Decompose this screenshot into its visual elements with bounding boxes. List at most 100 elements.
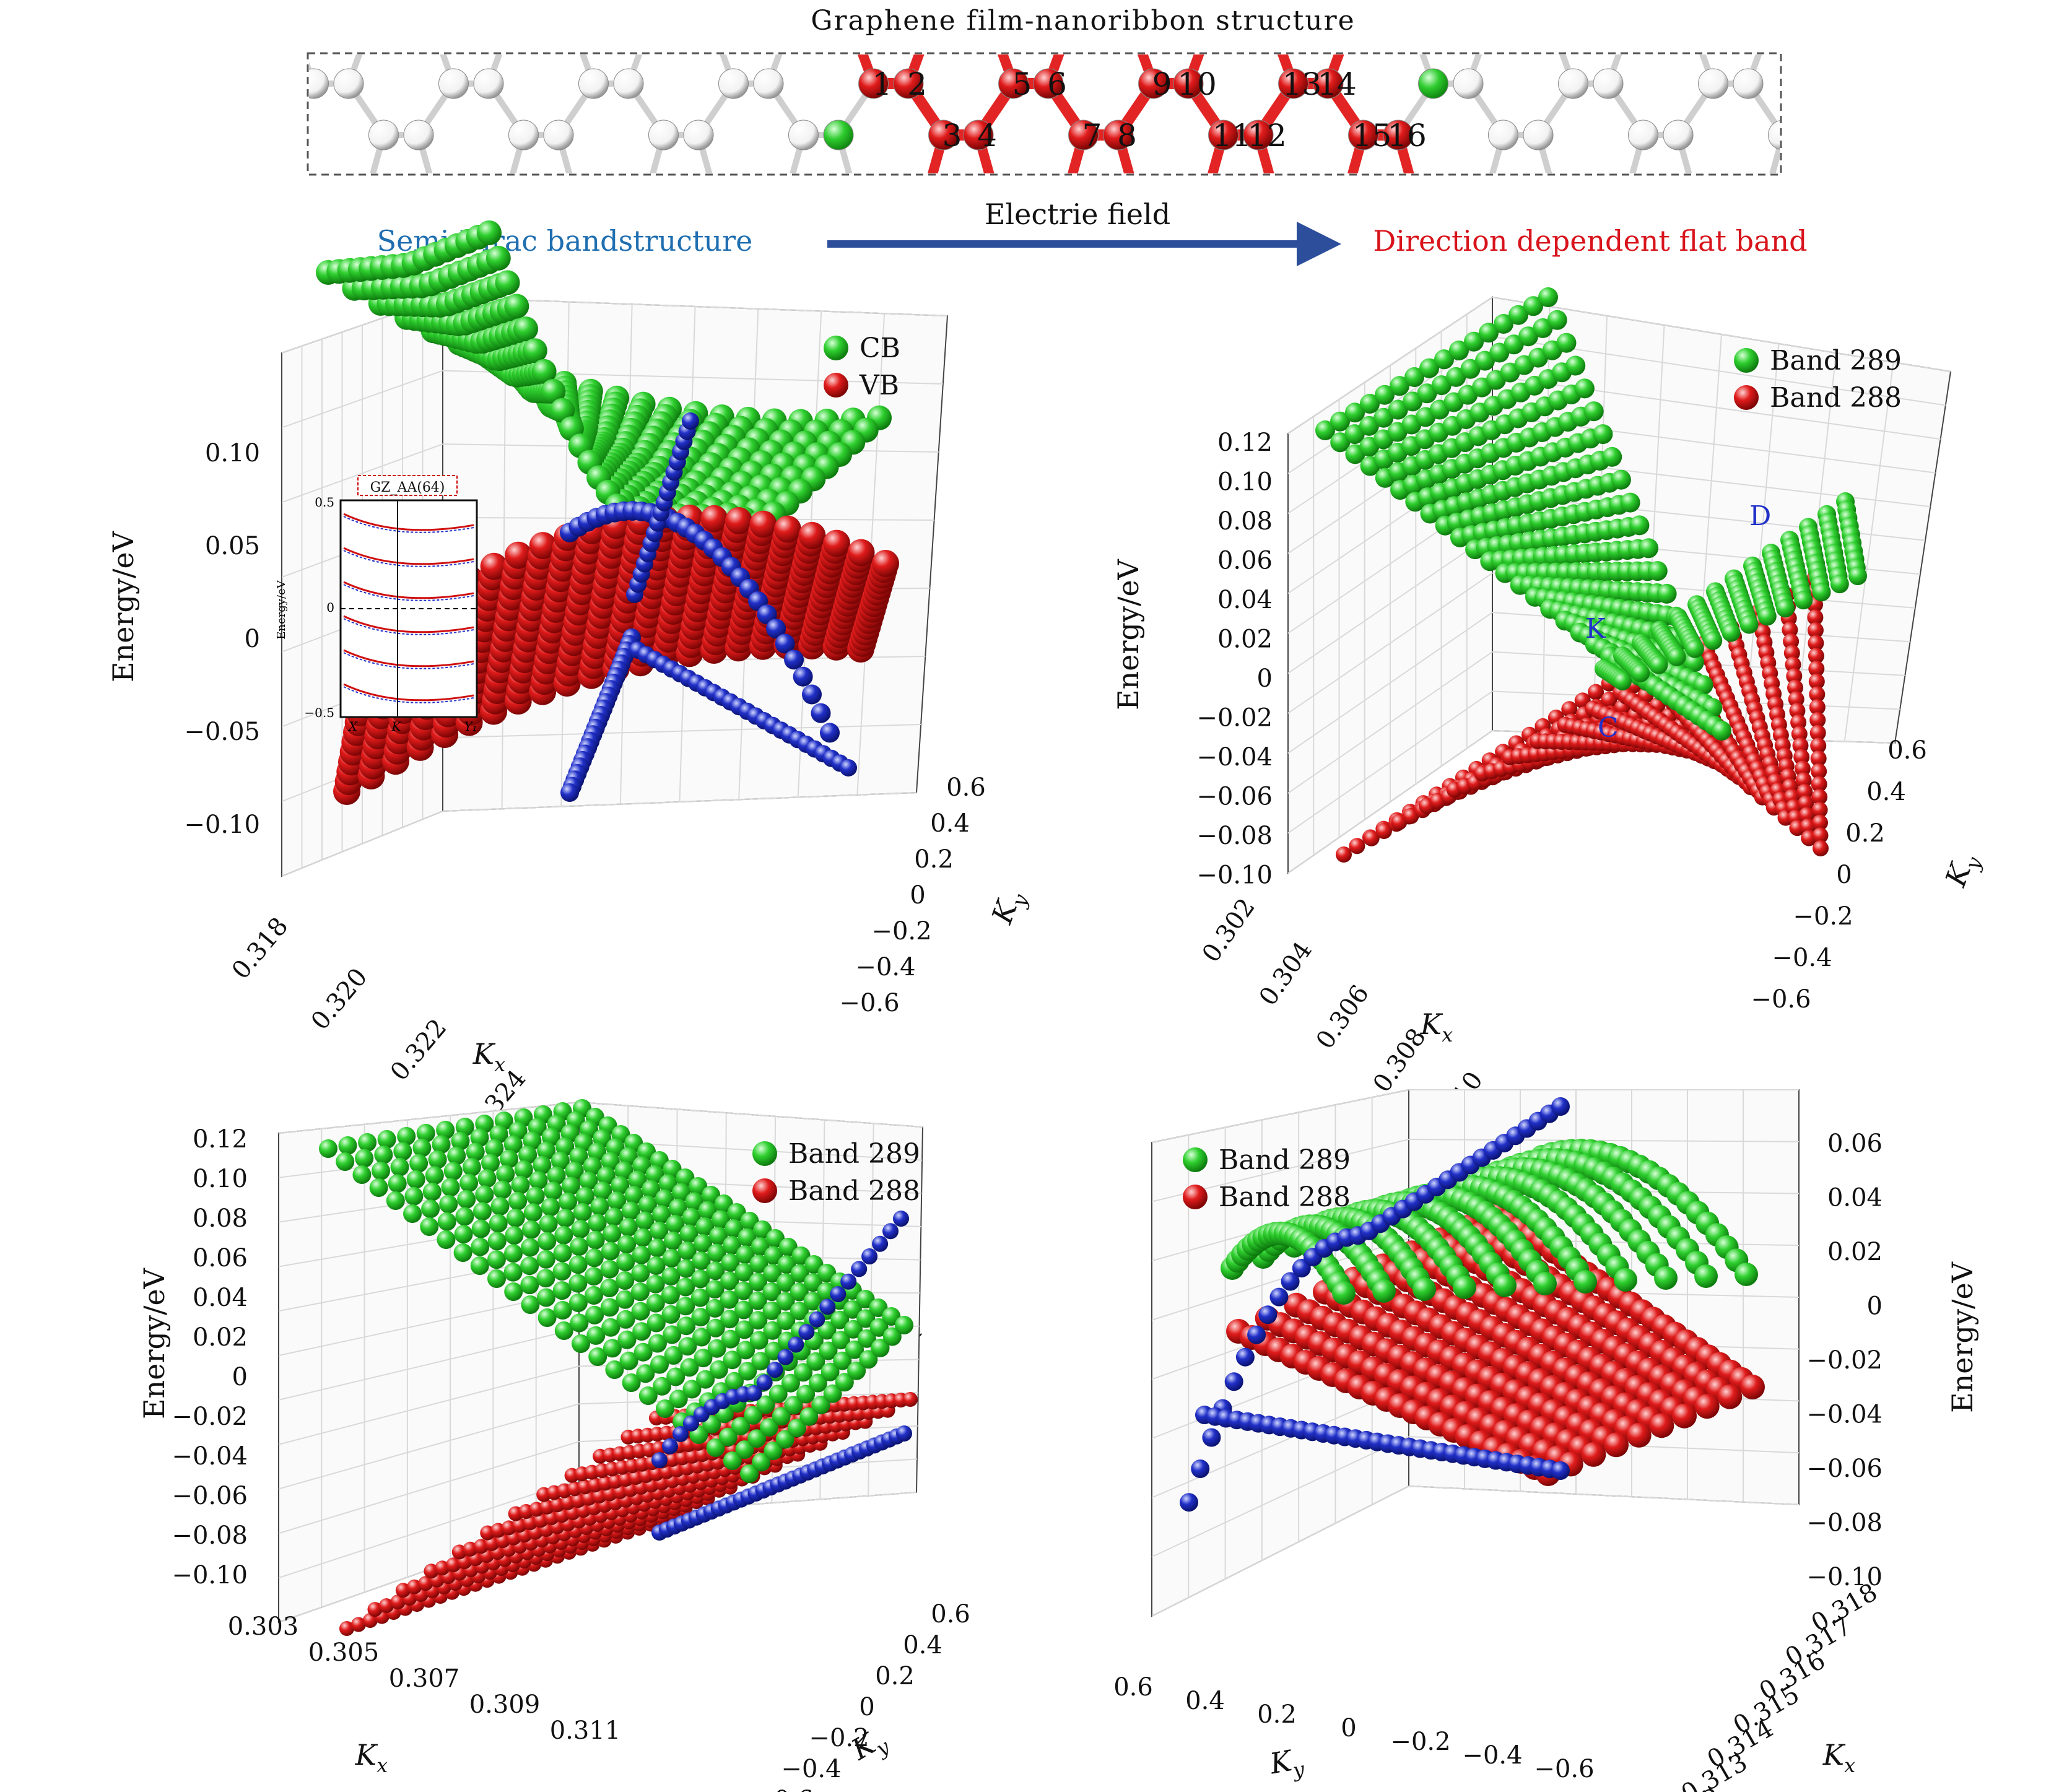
grid-line <box>278 1441 580 1534</box>
band-point <box>1523 296 1543 316</box>
tick-label: 0 <box>859 1693 874 1721</box>
band-point <box>1787 679 1803 696</box>
band-point <box>775 1430 794 1449</box>
band-point <box>646 1294 665 1313</box>
band-point <box>740 1464 759 1483</box>
band-point <box>1794 760 1811 777</box>
path-point <box>757 604 777 625</box>
band-point <box>447 1146 466 1165</box>
band-point <box>768 1385 788 1404</box>
tick-label: 0.06 <box>1827 1129 1883 1158</box>
x-axis-label: Kx <box>1420 1007 1453 1046</box>
lattice-atom <box>1488 120 1518 150</box>
path-point <box>1258 1305 1278 1324</box>
band-point <box>695 1217 715 1236</box>
path-point <box>830 1286 847 1303</box>
band-point <box>1790 714 1807 731</box>
band-point <box>552 1262 572 1281</box>
tick-label: 0.322 <box>385 1014 453 1086</box>
band-point <box>1808 635 1824 651</box>
band-point <box>705 1298 725 1318</box>
grid-line <box>278 1365 580 1445</box>
legend-marker <box>752 1141 777 1166</box>
band-point <box>1419 358 1439 378</box>
path-point <box>819 1298 836 1315</box>
band-point <box>734 1300 753 1320</box>
band-point <box>1372 1279 1396 1303</box>
band-point <box>601 1152 620 1171</box>
band-point <box>694 1234 712 1253</box>
band-point <box>541 379 566 404</box>
tick-label: 0.06 <box>1217 547 1273 575</box>
band-point <box>799 1407 819 1426</box>
tick-label: 0.2 <box>875 1662 915 1690</box>
band-point <box>666 1214 685 1233</box>
band-point <box>706 1318 725 1337</box>
band-point <box>537 1288 555 1307</box>
band-point <box>655 1189 674 1208</box>
inset-tick: 0 <box>326 600 334 615</box>
band-point <box>568 1255 588 1274</box>
tick-label: 0.02 <box>1217 625 1273 654</box>
inset-title: GZ_AA(64) <box>370 480 445 495</box>
tick-label: 0.302 <box>1197 893 1261 967</box>
path-point <box>1281 1272 1300 1291</box>
band-point <box>451 1131 470 1150</box>
band-point <box>477 1169 497 1188</box>
band-point <box>390 1594 406 1610</box>
band-point <box>859 1350 878 1369</box>
tick-label: 0.6 <box>1113 1673 1153 1702</box>
lattice-atom <box>1278 68 1308 99</box>
band-point <box>843 1300 862 1319</box>
band-point <box>1434 349 1454 370</box>
band-point <box>358 1133 377 1152</box>
atom-number-label: 9 <box>1152 66 1172 102</box>
band-point <box>1807 609 1824 626</box>
tick-label: 0.4 <box>930 809 970 838</box>
band-point <box>454 1225 473 1244</box>
band-point <box>706 1261 725 1281</box>
tick-label: 0.303 <box>228 1612 299 1641</box>
band-point <box>631 1264 650 1282</box>
atom-number-label: 10 <box>1177 66 1217 102</box>
grid-line <box>1151 1436 1409 1558</box>
band-point <box>1672 1403 1697 1429</box>
band-point <box>477 220 502 245</box>
band-point <box>539 1214 558 1233</box>
band-point <box>520 1256 539 1276</box>
legend-marker <box>824 336 848 360</box>
band-point <box>811 1396 830 1415</box>
band-point <box>672 1183 691 1202</box>
band-point <box>821 1362 840 1381</box>
band-point <box>1403 391 1423 412</box>
band-point <box>1494 314 1513 334</box>
band-point <box>661 1285 680 1305</box>
lattice-atom <box>683 120 714 150</box>
tick-label: 0.318 <box>227 912 294 985</box>
tick-label: −0.04 <box>1196 743 1273 772</box>
path-point <box>682 412 699 430</box>
band-point <box>487 1269 506 1288</box>
band-point <box>646 1313 666 1333</box>
band-point <box>648 1334 667 1353</box>
tick-label: −0.2 <box>1390 1728 1450 1756</box>
band-point <box>777 1311 796 1331</box>
band-point <box>1722 623 1741 642</box>
band-point <box>1583 401 1604 422</box>
band-point <box>678 1337 697 1356</box>
band-point <box>500 1149 518 1168</box>
tick-label: 0.6 <box>946 773 986 802</box>
band-point <box>1684 652 1704 672</box>
band-point <box>485 246 511 271</box>
lattice-atom <box>403 120 434 150</box>
band-point <box>1538 287 1558 307</box>
band-point <box>597 1166 616 1185</box>
band-point <box>720 1310 739 1329</box>
path-point <box>1551 1461 1570 1480</box>
lattice-atom <box>1418 68 1448 99</box>
high-symmetry-path <box>560 501 840 743</box>
lattice-atom <box>368 120 399 150</box>
tick-label: 0.04 <box>1827 1184 1883 1212</box>
band-point <box>481 1154 500 1173</box>
